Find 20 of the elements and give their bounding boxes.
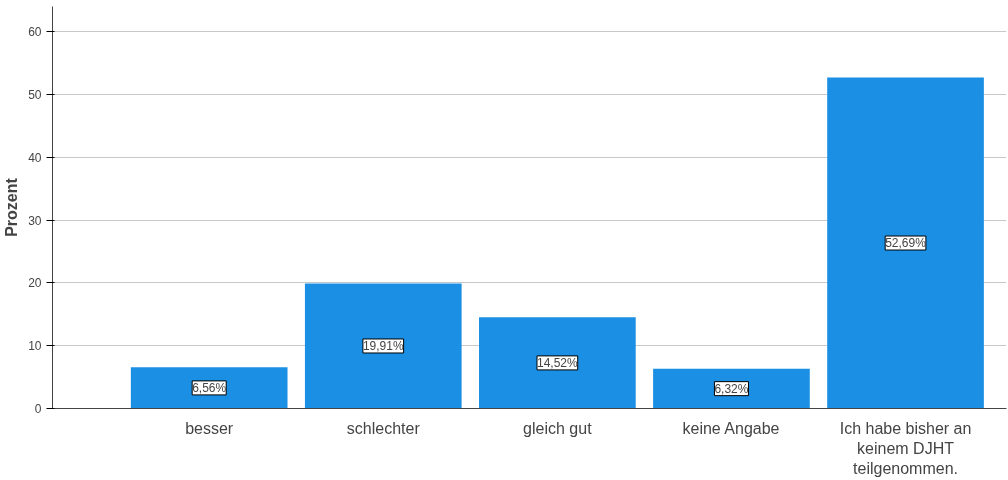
bar xyxy=(827,77,984,409)
y-tick-label: 0 xyxy=(34,402,42,416)
y-tick-label: 60 xyxy=(28,25,42,40)
bar xyxy=(130,367,288,409)
y-axis-title: Prozent xyxy=(3,177,21,237)
bar xyxy=(653,368,810,409)
y-tick-label: 50 xyxy=(28,87,42,102)
x-tick-label: schlechter xyxy=(346,419,421,437)
x-tick-label: Ich habe bisher an keinem DJHT teilgenommen. xyxy=(839,419,972,478)
bar xyxy=(479,317,636,409)
x-tick-label: besser xyxy=(185,419,234,437)
bar xyxy=(304,283,462,409)
y-tick-label: 40 xyxy=(28,150,42,165)
x-tick-label: gleich gut xyxy=(523,419,593,437)
y-tick-label: 30 xyxy=(28,213,42,228)
data-label: 6,32% xyxy=(714,381,749,396)
y-tick-label: 20 xyxy=(28,276,42,291)
y-tick-label: 10 xyxy=(28,339,42,354)
data-label: 6,56% xyxy=(192,380,227,395)
x-tick-label: keine Angabe xyxy=(682,419,780,437)
